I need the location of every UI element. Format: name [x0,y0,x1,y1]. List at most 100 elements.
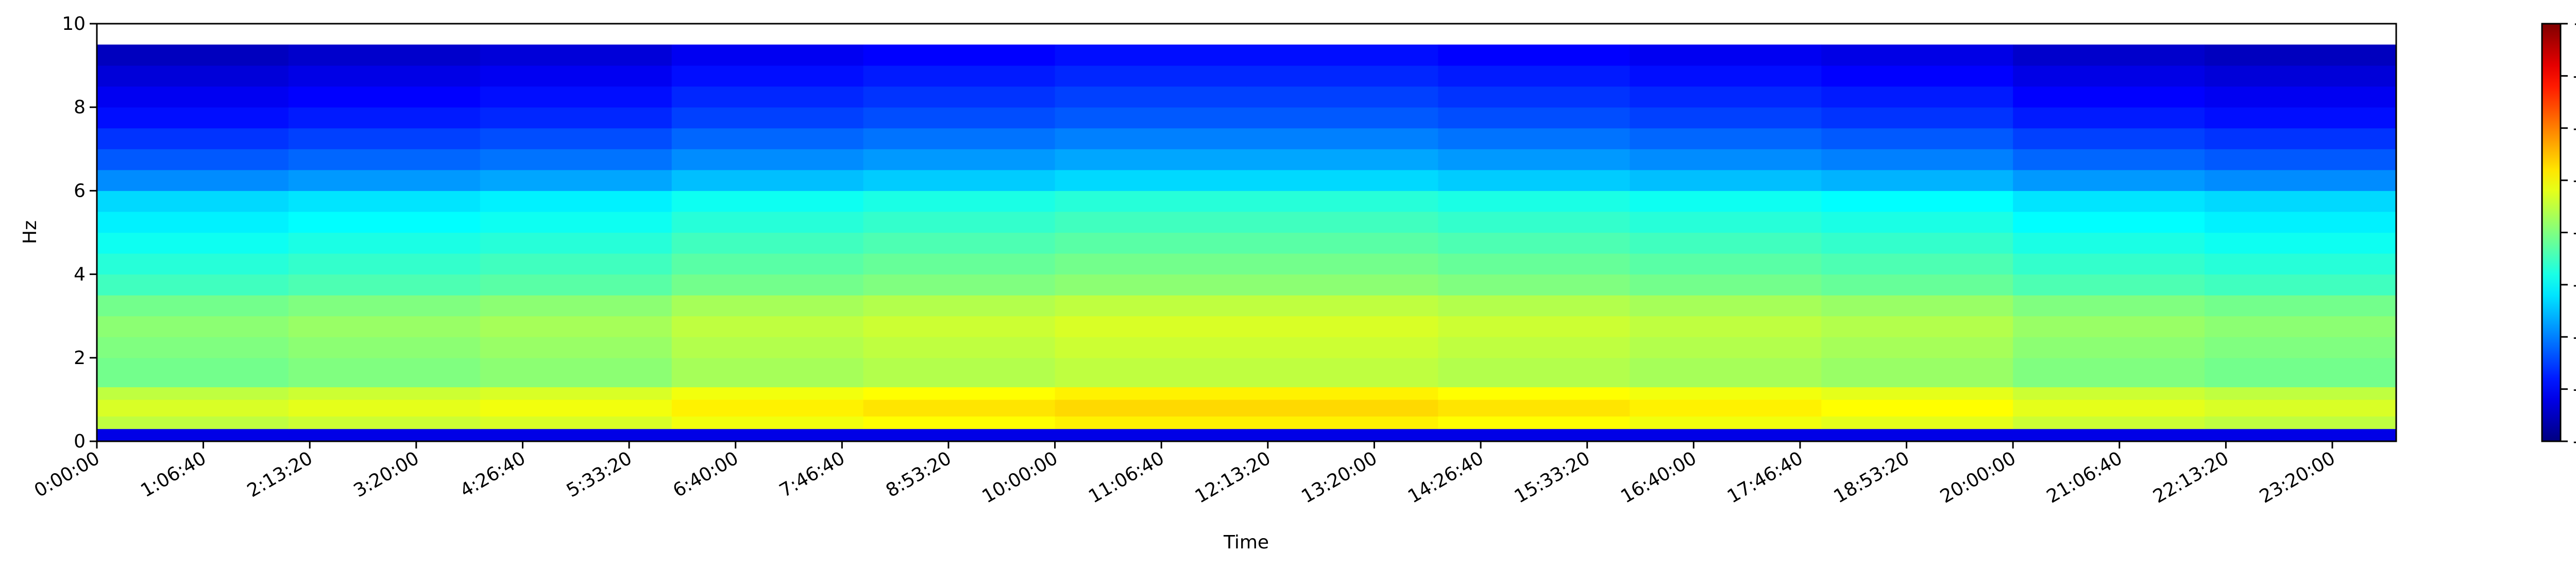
heatmap-cell [1438,399,1630,417]
x-tick-label: 6:40:00 [670,447,742,502]
heatmap-cell [1630,149,1822,170]
heatmap-cell [1438,316,1630,337]
heatmap-cell [863,399,1056,417]
x-tick-label: 0:00:00 [31,447,104,502]
colorbar [2541,23,2562,442]
heatmap-cell [2205,107,2397,129]
heatmap-cell [2013,86,2205,108]
heatmap-cell [2013,107,2205,129]
heatmap-cell [1246,107,1438,129]
heatmap-cell [2013,65,2205,87]
heatmap-cell [1630,191,1822,212]
heatmap-cell [1630,44,1822,66]
heatmap-cell [1246,44,1438,66]
heatmap-cell [1055,416,1247,429]
heatmap-cell [1630,86,1822,108]
heatmap-cell [1821,211,2013,233]
colorbar-tick-label: -30 dB [2573,170,2576,191]
heatmap-cell [480,169,672,191]
heatmap-cell [863,416,1056,429]
heatmap-cell [97,191,289,212]
heatmap-cell [97,107,289,129]
x-tick-label: 4:26:40 [456,447,529,502]
heatmap-cell [1438,169,1630,191]
heatmap-cell [2013,416,2205,429]
heatmap-cell [1630,169,1822,191]
heatmap-cell [2013,357,2205,388]
heatmap-cell [1246,149,1438,170]
x-tick-label: 10:00:00 [979,447,1062,507]
x-axis-label: Time [1223,532,1269,553]
heatmap-cell [1055,295,1247,317]
heatmap-cell [1055,387,1247,400]
heatmap-cell [671,428,864,442]
heatmap-cell [671,65,864,87]
heatmap-cell [480,274,672,296]
heatmap-cell [863,387,1056,400]
heatmap-cell [288,191,481,212]
heatmap-cell [863,107,1056,129]
heatmap-cell [863,149,1056,170]
plot-frame [96,23,2397,442]
heatmap-cell [863,128,1056,149]
heatmap-cell [97,128,289,149]
heatmap-cell [863,232,1056,254]
x-tick-label: 7:46:40 [776,447,849,502]
heatmap-cell [288,357,481,388]
heatmap-cell [2205,191,2397,212]
heatmap-cell [1055,399,1247,417]
heatmap-cell [2013,295,2205,317]
heatmap-cell [97,399,289,417]
heatmap-cell [97,253,289,275]
heatmap-cell [671,107,864,129]
heatmap-cell [671,274,864,296]
heatmap-cell [1630,399,1822,417]
heatmap-cell [480,107,672,129]
heatmap-cell [1246,387,1438,400]
heatmap-cell [97,357,289,388]
heatmap-cell [288,274,481,296]
heatmap-cell [2205,387,2397,400]
heatmap-cell [2013,44,2205,66]
heatmap-cell [97,149,289,170]
heatmap-cell [480,416,672,429]
colorbar-tick-label: -60 dB [2573,326,2576,348]
heatmap-cell [1438,44,1630,66]
heatmap-cell [1821,169,2013,191]
heatmap-cell [1246,86,1438,108]
heatmap-cell [2013,337,2205,358]
x-tick-label: 11:06:40 [1085,447,1168,507]
heatmap-cell [1821,295,2013,317]
heatmap-cell [288,169,481,191]
x-tick-label: 20:00:00 [1937,447,2020,507]
heatmap-cell [863,253,1056,275]
heatmap-cell [288,253,481,275]
heatmap-cell [863,65,1056,87]
heatmap-cell [288,65,481,87]
x-tick-label: 3:20:00 [350,447,423,502]
heatmap-cell [2205,274,2397,296]
heatmap-cell [1438,86,1630,108]
heatmap-cell [1246,169,1438,191]
heatmap-cell [97,65,289,87]
heatmap-cell [480,149,672,170]
heatmap-cell [2013,169,2205,191]
heatmap-cell [2205,65,2397,87]
y-tick-label: 0 [74,431,86,452]
x-tick-label: 14:26:40 [1404,447,1487,507]
heatmap-cell [671,416,864,429]
heatmap-cell [1821,128,2013,149]
colorbar-tick-label: -10 dB [2573,65,2576,87]
heatmap-cell [2013,399,2205,417]
heatmap-cell [480,232,672,254]
heatmap-cell [1246,274,1438,296]
heatmap-cell [1055,337,1247,358]
heatmap-cell [1821,337,2013,358]
heatmap-cell [1055,107,1247,129]
heatmap-cell [288,232,481,254]
heatmap-cell [480,428,672,442]
heatmap-cell [671,253,864,275]
heatmap-cell [1821,149,2013,170]
heatmap-cell [2013,232,2205,254]
